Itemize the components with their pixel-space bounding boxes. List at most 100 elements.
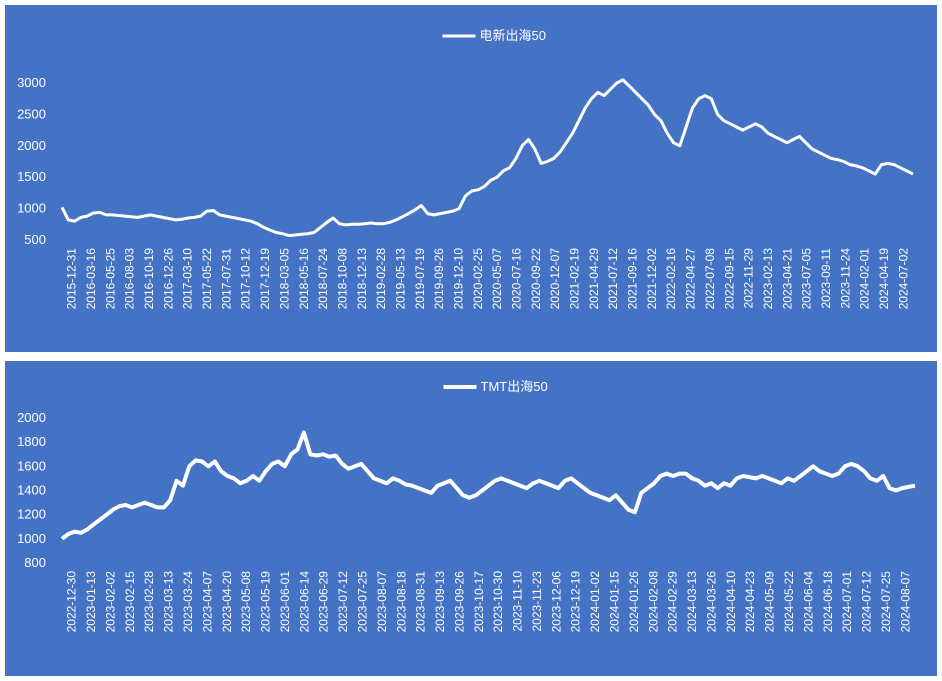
x-tick-label: 2024-03-13 xyxy=(685,571,699,633)
x-tick-label: 2023-06-01 xyxy=(278,571,292,633)
x-tick-label: 2023-03-24 xyxy=(181,571,195,633)
x-tick-label: 2016-10-19 xyxy=(142,248,156,310)
x-tick-label: 2024-08-07 xyxy=(898,571,912,633)
series-line xyxy=(60,78,914,238)
chart-svg-top: 电新出海50 500 1000 1500 2000 2500 3000 2015-12-31 2… xyxy=(17,28,914,310)
x-tick-label: 2022-09-15 xyxy=(722,248,736,310)
x-tick-label: 2018-05-16 xyxy=(297,248,311,310)
x-tick-label: 2022-07-08 xyxy=(703,248,717,310)
x-tick-label: 2023-02-28 xyxy=(142,571,156,633)
legend-label: TMT出海50 xyxy=(481,379,548,394)
x-tick-label: 2020-02-25 xyxy=(471,248,485,310)
x-tick-label: 2023-04-07 xyxy=(200,571,214,633)
x-tick-label: 2023-10-30 xyxy=(491,571,505,633)
x-tick-label: 2023-07-12 xyxy=(336,571,350,633)
x-tick-label: 2023-10-17 xyxy=(472,571,486,633)
x-tick-label: 2016-03-16 xyxy=(84,248,98,310)
x-tick-label: 2021-12-02 xyxy=(645,248,659,310)
x-tick-label: 2017-10-12 xyxy=(239,248,253,310)
x-tick-label: 2023-05-08 xyxy=(239,571,253,633)
series-line xyxy=(60,430,916,541)
y-tick-label: 1500 xyxy=(17,169,46,184)
x-tick-label: 2024-07-02 xyxy=(896,248,910,310)
x-tick-label: 2023-01-13 xyxy=(84,571,98,633)
x-tick-label: 2023-07-25 xyxy=(355,571,369,633)
series-area xyxy=(61,78,912,240)
x-tick-label: 2023-12-19 xyxy=(569,571,583,633)
x-tick-label: 2024-06-18 xyxy=(821,571,835,633)
x-tick-label: 2023-02-13 xyxy=(761,248,775,310)
chart-panel-top: 电新出海50 500 1000 1500 2000 2500 3000 2015-12-31 2… xyxy=(5,5,937,352)
y-tick-label: 3000 xyxy=(17,75,46,90)
x-tick-label: 2023-08-18 xyxy=(394,571,408,633)
x-tick-label: 2022-04-27 xyxy=(684,248,698,310)
x-tick-label: 2024-03-26 xyxy=(704,571,718,633)
x-tick-label: 2024-02-08 xyxy=(646,571,660,633)
x-tick-label: 2024-04-10 xyxy=(724,571,738,633)
x-tick-label: 2020-12-07 xyxy=(548,248,562,310)
x-tick-label: 2020-07-16 xyxy=(510,248,524,310)
legend: TMT出海50 xyxy=(443,379,548,394)
x-tick-label: 2015-12-31 xyxy=(65,248,79,310)
x-tick-label: 2024-06-04 xyxy=(801,571,815,633)
x-tick-label: 2023-03-13 xyxy=(162,571,176,633)
chart-svg-bottom: TMT出海50 800 1000 1200 1400 1600 1800 2000 2022-1… xyxy=(17,379,916,633)
x-tick-label: 2017-07-31 xyxy=(219,248,233,310)
x-tick-label: 2017-05-22 xyxy=(200,248,214,310)
x-tick-label: 2018-12-13 xyxy=(355,248,369,310)
y-tick-label: 800 xyxy=(24,555,46,570)
x-tick-label: 2022-12-30 xyxy=(65,571,79,633)
y-tick-label: 1000 xyxy=(17,201,46,216)
y-tick-label: 1600 xyxy=(17,458,46,473)
y-tick-label: 1200 xyxy=(17,507,46,522)
x-tick-label: 2024-04-23 xyxy=(743,571,757,633)
series-area xyxy=(61,433,914,563)
y-tick-label: 1800 xyxy=(17,434,46,449)
y-tick-label: 500 xyxy=(24,232,46,247)
x-tick-label: 2024-07-12 xyxy=(860,571,874,633)
x-tick-label: 2016-12-26 xyxy=(161,248,175,310)
x-tick-label: 2024-07-25 xyxy=(879,571,893,633)
x-tick-label: 2019-07-19 xyxy=(413,248,427,310)
x-tick-label: 2022-02-16 xyxy=(664,248,678,310)
x-tick-label: 2024-05-22 xyxy=(782,571,796,633)
x-tick-label: 2017-12-19 xyxy=(258,248,272,310)
legend-label: 电新出海50 xyxy=(480,28,546,43)
x-tick-label: 2023-08-31 xyxy=(414,571,428,633)
x-tick-label: 2021-04-29 xyxy=(587,248,601,310)
x-tick-label: 2018-10-08 xyxy=(335,248,349,310)
x-tick-label: 2023-05-19 xyxy=(259,571,273,633)
x-tick-label: 2020-05-07 xyxy=(490,248,504,310)
x-tick-label: 2021-02-19 xyxy=(568,248,582,310)
chart-panel-bottom: TMT出海50 800 1000 1200 1400 1600 1800 2000 2022-1… xyxy=(5,361,937,676)
x-tick-label: 2019-09-26 xyxy=(432,248,446,310)
x-tick-label: 2024-01-26 xyxy=(627,571,641,633)
y-tick-label: 1000 xyxy=(17,531,46,546)
x-tick-label: 2023-09-11 xyxy=(819,248,833,309)
x-tick-label: 2016-05-25 xyxy=(103,248,117,310)
x-tick-label: 2019-05-13 xyxy=(393,248,407,310)
x-tick-label: 2023-11-23 xyxy=(530,571,544,632)
y-tick-label: 2000 xyxy=(17,138,46,153)
x-tick-label: 2023-07-05 xyxy=(800,248,814,310)
x-tick-label: 2016-08-03 xyxy=(123,248,137,310)
x-tick-label: 2024-02-29 xyxy=(666,571,680,633)
x-tick-label: 2023-11-24 xyxy=(838,248,852,309)
x-tick-label: 2024-04-19 xyxy=(877,248,891,310)
x-tick-label: 2024-07-01 xyxy=(840,571,854,633)
x-tick-label: 2018-03-05 xyxy=(277,248,291,310)
x-tick-label: 2021-07-12 xyxy=(606,248,620,310)
x-tick-label: 2023-06-14 xyxy=(297,571,311,633)
x-tick-label: 2017-03-10 xyxy=(181,248,195,310)
x-tick-label: 2019-02-28 xyxy=(374,248,388,310)
x-tick-label: 2023-04-21 xyxy=(780,248,794,310)
x-tick-label: 2024-05-09 xyxy=(763,571,777,633)
x-tick-label: 2023-09-26 xyxy=(452,571,466,633)
x-tick-label: 2018-07-24 xyxy=(316,248,330,310)
x-tick-label: 2023-02-15 xyxy=(123,571,137,633)
x-tick-label: 2023-12-06 xyxy=(549,571,563,633)
x-tick-label: 2023-11-10 xyxy=(511,571,525,632)
legend: 电新出海50 xyxy=(442,28,546,43)
y-tick-label: 2000 xyxy=(17,410,46,425)
x-tick-label: 2019-12-10 xyxy=(451,248,465,310)
